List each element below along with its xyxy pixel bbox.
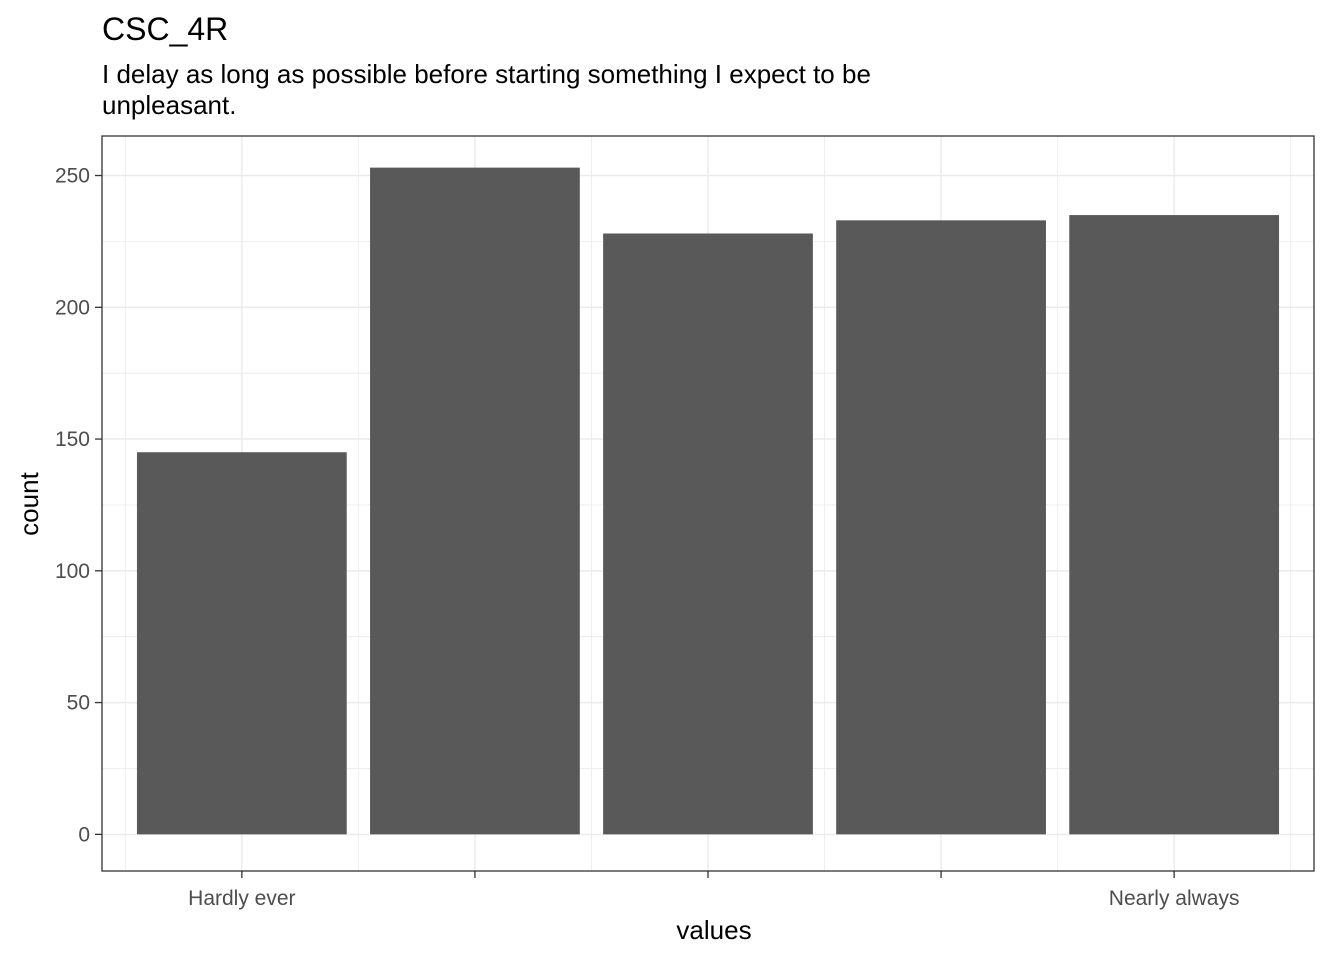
y-tick-label: 250 xyxy=(55,165,90,188)
x-axis-title: values xyxy=(676,915,751,945)
y-axis-title: count xyxy=(14,471,44,535)
bars xyxy=(136,167,1280,835)
chart-title: CSC_4R xyxy=(102,11,228,47)
y-tick-label: 0 xyxy=(78,823,90,846)
x-tick-label: Nearly always xyxy=(1109,887,1240,910)
bar xyxy=(603,233,813,835)
bar xyxy=(136,452,347,835)
bar xyxy=(1069,215,1280,835)
chart-subtitle-line-2: unpleasant. xyxy=(102,90,236,120)
y-axis: 0 50 100 150 200 250 xyxy=(55,165,102,846)
y-tick-label: 100 xyxy=(55,560,90,583)
y-tick-label: 50 xyxy=(67,692,90,715)
y-tick-label: 200 xyxy=(55,296,90,319)
x-axis: Hardly ever Nearly always xyxy=(188,871,1240,910)
x-tick-label: Hardly ever xyxy=(188,887,295,910)
bar xyxy=(836,220,1046,835)
bar xyxy=(370,167,580,835)
chart-subtitle-line-1: I delay as long as possible before start… xyxy=(102,59,871,89)
y-tick-label: 150 xyxy=(55,428,90,451)
